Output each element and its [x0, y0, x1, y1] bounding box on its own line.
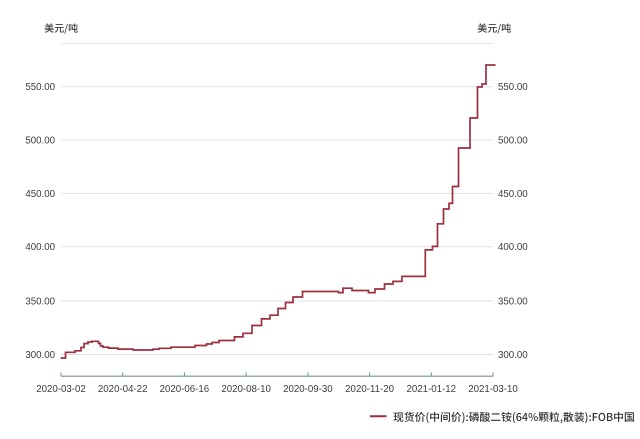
svg-text:300.00: 300.00: [25, 350, 55, 361]
svg-text:300.00: 300.00: [498, 350, 528, 361]
svg-text:500.00: 500.00: [498, 136, 528, 147]
svg-text:400.00: 400.00: [498, 242, 528, 253]
svg-text:2021-03-10: 2021-03-10: [468, 384, 518, 395]
svg-text:2020-04-22: 2020-04-22: [98, 384, 148, 395]
svg-text:2020-08-10: 2020-08-10: [221, 384, 271, 395]
svg-text:450.00: 450.00: [25, 189, 55, 200]
svg-text:2020-06-16: 2020-06-16: [160, 384, 210, 395]
svg-text:400.00: 400.00: [25, 242, 55, 253]
svg-text:2020-11-20: 2020-11-20: [345, 384, 394, 395]
svg-text:350.00: 350.00: [498, 296, 528, 307]
svg-text:2020-09-30: 2020-09-30: [283, 384, 333, 395]
svg-text:2020-03-02: 2020-03-02: [36, 384, 86, 395]
svg-text:550.00: 550.00: [498, 82, 528, 93]
svg-text:2021-01-12: 2021-01-12: [407, 384, 457, 395]
svg-text:350.00: 350.00: [25, 296, 55, 307]
svg-text:550.00: 550.00: [25, 82, 55, 93]
svg-text:500.00: 500.00: [25, 136, 55, 147]
svg-text:450.00: 450.00: [498, 189, 528, 200]
